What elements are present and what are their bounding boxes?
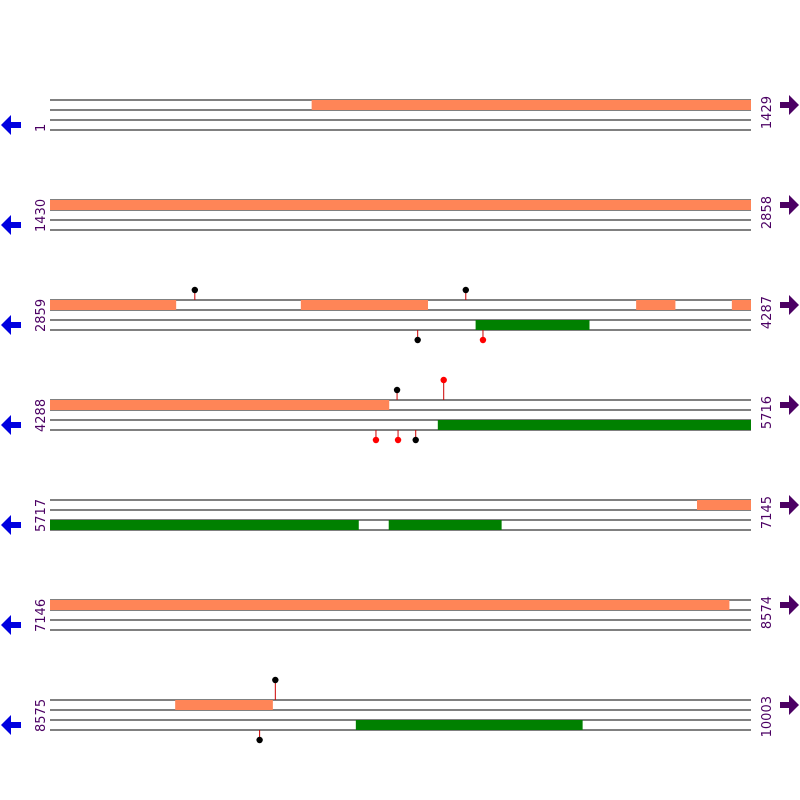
sequence-row: 5717 7145 [1, 495, 799, 535]
site-marker [394, 436, 402, 444]
sequence-row: 1 1429 [1, 95, 799, 135]
site-marker [462, 286, 469, 294]
end-position-label: 7145 [760, 496, 775, 529]
site-marker [256, 736, 263, 744]
sequence-row: 8575 10003 [1, 676, 799, 744]
site-marker [414, 336, 421, 344]
arrow-right-icon[interactable] [780, 395, 799, 415]
sequence-row: 2859 4287 [1, 286, 799, 344]
arrow-left-icon[interactable] [1, 515, 21, 535]
end-position-label: 5716 [760, 396, 775, 429]
arrow-left-icon[interactable] [1, 315, 21, 335]
forward-feature-bar [731, 300, 751, 310]
arrow-left-icon[interactable] [1, 115, 21, 135]
sequence-row: 4288 5716 [1, 376, 799, 444]
start-position-label: 5717 [34, 499, 49, 532]
start-position-label: 1 [34, 124, 49, 132]
arrow-left-icon[interactable] [1, 615, 21, 635]
arrow-right-icon[interactable] [780, 95, 799, 115]
end-position-label: 2858 [760, 196, 775, 229]
arrow-right-icon[interactable] [780, 195, 799, 215]
site-marker [272, 676, 279, 684]
arrow-right-icon[interactable] [780, 295, 799, 315]
forward-feature-bar [300, 300, 428, 310]
forward-feature-bar [636, 300, 676, 310]
reverse-feature-bar [50, 520, 359, 530]
arrow-right-icon[interactable] [780, 495, 799, 515]
start-position-label: 2859 [34, 299, 49, 332]
forward-feature-bar [697, 500, 751, 510]
end-position-label: 1429 [760, 96, 775, 129]
end-position-label: 10003 [760, 696, 775, 737]
end-position-label: 4287 [760, 296, 775, 329]
sequence-row: 7146 8574 [1, 595, 799, 635]
reverse-feature-bar [437, 420, 751, 430]
forward-feature-bar [50, 300, 177, 310]
reverse-feature-bar [475, 320, 590, 330]
forward-feature-bar [50, 400, 390, 410]
forward-feature-bar [50, 600, 730, 610]
site-marker [393, 386, 401, 394]
arrow-left-icon[interactable] [1, 415, 21, 435]
arrow-left-icon[interactable] [1, 715, 21, 735]
forward-feature-bar [175, 700, 273, 710]
site-marker [412, 436, 419, 444]
site-marker [191, 286, 199, 294]
end-position-label: 8574 [760, 596, 775, 629]
arrow-left-icon[interactable] [1, 215, 21, 235]
forward-feature-bar [311, 100, 751, 110]
site-marker [479, 336, 487, 344]
reverse-feature-bar [355, 720, 583, 730]
start-position-label: 7146 [34, 599, 49, 632]
sequence-row: 1430 2858 [1, 195, 799, 235]
forward-feature-bar [50, 200, 751, 210]
site-marker [440, 376, 447, 384]
start-position-label: 1430 [34, 199, 49, 232]
arrow-right-icon[interactable] [780, 695, 799, 715]
arrow-right-icon[interactable] [780, 595, 799, 615]
start-position-label: 8575 [34, 699, 49, 732]
site-marker [372, 436, 380, 444]
reverse-feature-bar [388, 520, 502, 530]
start-position-label: 4288 [34, 399, 49, 432]
